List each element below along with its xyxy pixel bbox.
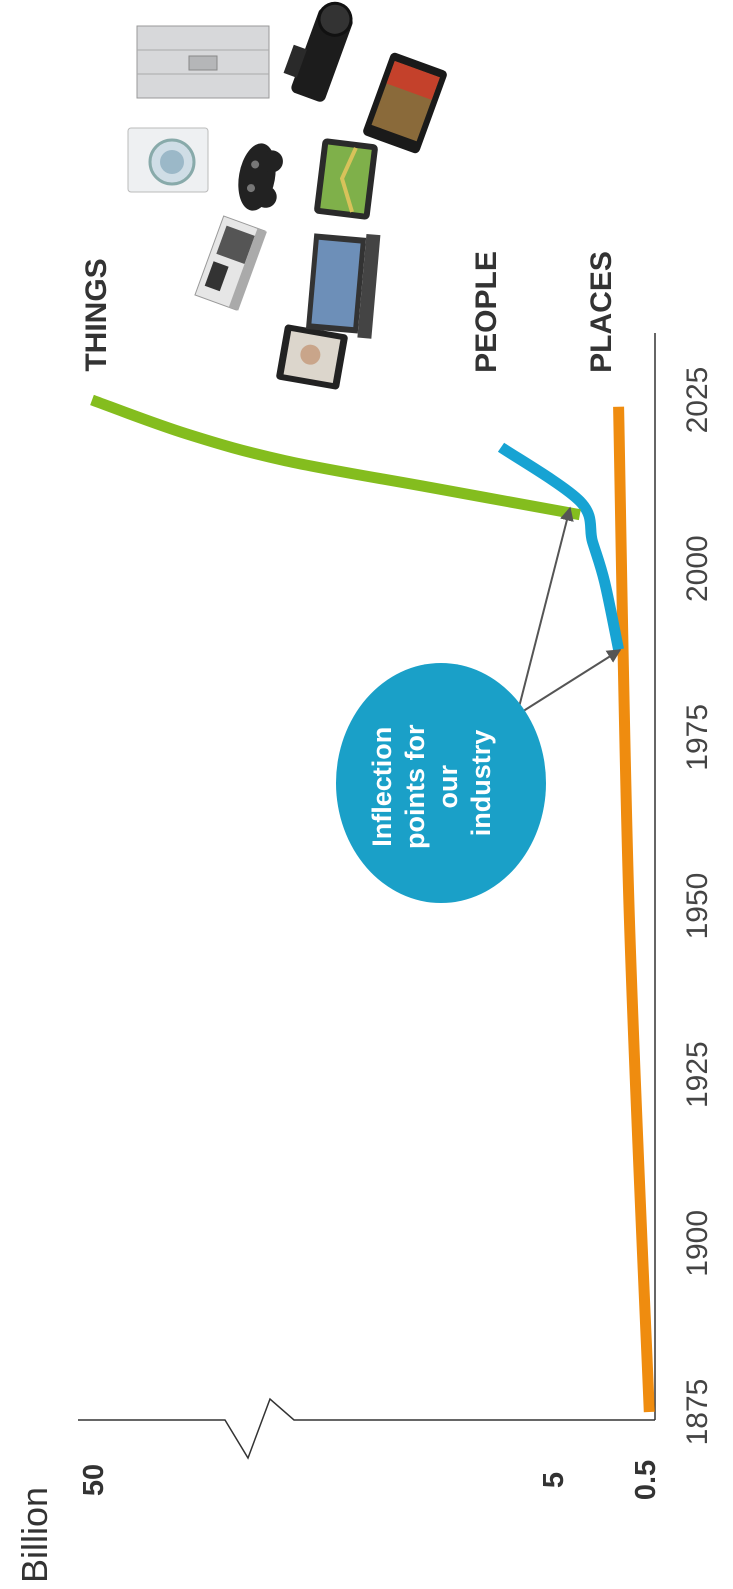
series-label-people: PEOPLE (470, 251, 503, 373)
y-tick-label: 50 (78, 1464, 110, 1496)
y-tick-label: 0.5 (630, 1460, 662, 1500)
device-images (127, 1, 447, 390)
annotation-bubble (336, 663, 546, 903)
annotation-text: Inflection points for our industry (367, 717, 496, 849)
cash-register-icon (194, 215, 267, 311)
series-label-places: PLACES (585, 251, 618, 373)
annotation-line: points for (400, 724, 430, 849)
series-line-places (613, 406, 655, 1413)
laptop-icon (305, 233, 381, 339)
annotation-arrow (516, 649, 622, 716)
series-label-things: THINGS (80, 258, 113, 371)
picture-frame-icon (276, 324, 348, 390)
series-line-people (497, 442, 624, 651)
annotation-arrow (516, 506, 574, 716)
y-tick-label: 5 (538, 1472, 570, 1488)
x-tick-label: 1950 (681, 873, 714, 940)
svg-text:Inflection points for: Inflection points for our industry (367, 717, 496, 849)
game-controller-icon (238, 143, 283, 211)
annotation-line: our (433, 765, 463, 809)
annotation-line: industry (466, 730, 496, 837)
gps-icon (314, 138, 378, 220)
annotation-line: Inflection (367, 727, 397, 847)
x-tick-label: 1925 (681, 1041, 714, 1108)
x-tick-label: 2000 (681, 535, 714, 602)
x-tick-label: 1975 (681, 704, 714, 771)
series-line-things (90, 394, 581, 521)
x-tick-label: 1875 (681, 1379, 714, 1446)
y-axis-line (78, 1397, 655, 1460)
x-tick-label: 1900 (681, 1210, 714, 1277)
smartphone-icon (363, 52, 447, 154)
camcorder-icon (283, 1, 353, 102)
y-axis-title: Billion (14, 1487, 55, 1583)
washing-machine-icon (127, 127, 209, 193)
x-tick-label: 2025 (681, 367, 714, 434)
server-icon (136, 25, 270, 99)
